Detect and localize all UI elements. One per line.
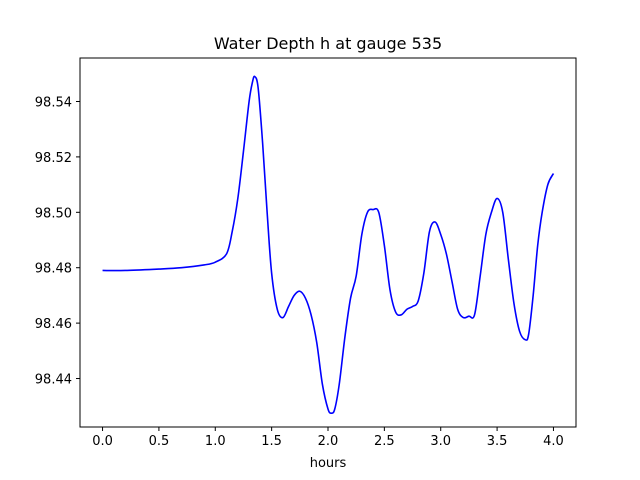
y-axis: 98.44 98.46 98.48 98.50 98.52 98.54 (35, 95, 80, 388)
x-tick-label: 2.0 (318, 434, 339, 449)
y-tick-label: 98.50 (35, 206, 72, 221)
x-tick-label: 0.0 (92, 434, 113, 449)
y-tick-label: 98.54 (35, 95, 72, 110)
x-tick-label: 2.5 (374, 434, 395, 449)
x-tick-label: 4.0 (543, 434, 564, 449)
chart-title: Water Depth h at gauge 535 (214, 34, 442, 53)
x-axis: 0.0 0.5 1.0 1.5 2.0 2.5 3.0 3.5 4.0 (92, 427, 564, 449)
y-tick-label: 98.44 (35, 373, 72, 388)
y-tick-label: 98.52 (35, 151, 72, 166)
x-axis-label: hours (310, 456, 347, 471)
x-tick-label: 3.5 (487, 434, 508, 449)
x-tick-label: 1.5 (261, 434, 282, 449)
x-tick-label: 3.0 (430, 434, 451, 449)
y-tick-label: 98.48 (35, 262, 72, 277)
plot-area (102, 75, 555, 414)
x-tick-label: 1.0 (205, 434, 226, 449)
x-tick-label: 0.5 (149, 434, 170, 449)
y-tick-label: 98.46 (35, 317, 72, 332)
series-line-0 (102, 75, 555, 414)
plot-frame (79, 57, 577, 428)
